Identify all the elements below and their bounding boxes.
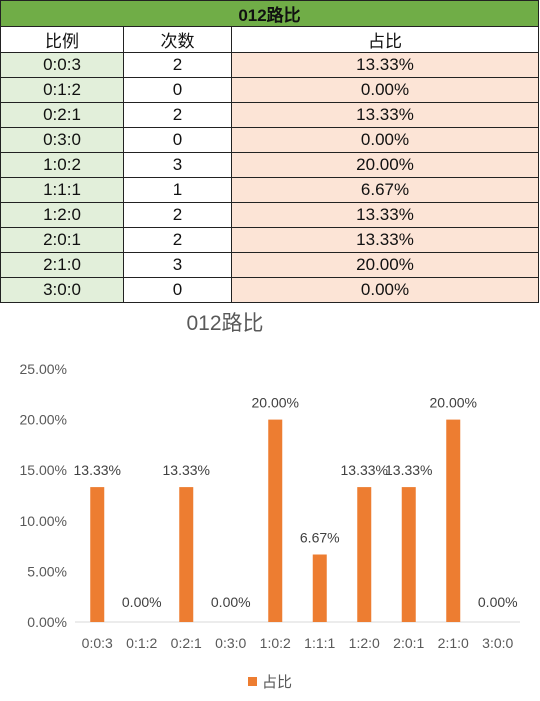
table-row: 1:1:1 1 6.67% <box>0 177 539 203</box>
pct-cell: 0.00% <box>231 127 539 153</box>
chart-title: 012路比 <box>186 312 263 335</box>
pct-cell: 13.33% <box>231 202 539 228</box>
table-row: 1:2:0 2 13.33% <box>0 202 539 228</box>
ratio-cell: 0:1:2 <box>0 77 124 103</box>
pct-cell: 0.00% <box>231 77 539 103</box>
bar <box>446 419 461 622</box>
count-cell: 0 <box>123 277 232 303</box>
table-row: 2:0:1 2 13.33% <box>0 227 539 253</box>
ratio-cell: 1:1:1 <box>0 177 124 203</box>
count-cell: 3 <box>123 152 232 178</box>
count-cell: 3 <box>123 252 232 278</box>
data-table: 012路比 比例 次数 占比 0:0:3 2 13.33% 0:1:2 0 0.00% 0:… <box>0 0 539 303</box>
x-tick-label: 0:2:1 <box>171 635 202 651</box>
data-label: 13.33% <box>385 462 432 478</box>
pct-cell: 20.00% <box>231 152 539 178</box>
count-cell: 1 <box>123 177 232 203</box>
table-title: 012路比 <box>0 0 539 27</box>
count-cell: 2 <box>123 227 232 253</box>
x-tick-label: 3:0:0 <box>482 635 513 651</box>
table-row: 2:1:0 3 20.00% <box>0 252 539 278</box>
ratio-cell: 0:0:3 <box>0 52 124 78</box>
y-tick-label: 10.00% <box>20 513 67 529</box>
data-label: 6.67% <box>300 529 340 545</box>
data-label: 0.00% <box>211 594 251 610</box>
x-tick-label: 2:0:1 <box>393 635 424 651</box>
table-row: 0:2:1 2 13.33% <box>0 102 539 128</box>
legend: 占比 <box>248 674 292 691</box>
table-row: 0:0:3 2 13.33% <box>0 52 539 78</box>
y-tick-label: 20.00% <box>20 412 67 428</box>
pct-cell: 20.00% <box>231 252 539 278</box>
legend-swatch <box>248 677 257 686</box>
table-row: 0:1:2 0 0.00% <box>0 77 539 103</box>
legend-label: 占比 <box>262 674 292 691</box>
ratio-cell: 2:0:1 <box>0 227 124 253</box>
y-tick-label: 15.00% <box>20 462 67 478</box>
table-row: 3:0:0 0 0.00% <box>0 277 539 303</box>
data-label: 13.33% <box>341 462 388 478</box>
data-label: 20.00% <box>252 395 299 411</box>
x-tick-label: 2:1:0 <box>438 635 469 651</box>
count-cell: 0 <box>123 127 232 153</box>
ratio-cell: 0:2:1 <box>0 102 124 128</box>
count-cell: 2 <box>123 202 232 228</box>
bar <box>179 487 194 622</box>
ratio-cell: 0:3:0 <box>0 127 124 153</box>
data-label: 20.00% <box>430 395 477 411</box>
pct-cell: 13.33% <box>231 102 539 128</box>
ratio-cell: 1:2:0 <box>0 202 124 228</box>
bar <box>90 487 105 622</box>
x-tick-label: 1:0:2 <box>260 635 291 651</box>
table-row: 1:0:2 3 20.00% <box>0 152 539 178</box>
data-label: 13.33% <box>163 462 210 478</box>
table-row: 0:3:0 0 0.00% <box>0 127 539 153</box>
pct-cell: 0.00% <box>231 277 539 303</box>
x-tick-label: 1:1:1 <box>304 635 335 651</box>
ratio-cell: 3:0:0 <box>0 277 124 303</box>
count-cell: 0 <box>123 77 232 103</box>
header-ratio: 比例 <box>0 26 124 53</box>
bar <box>312 554 327 622</box>
count-cell: 2 <box>123 52 232 78</box>
x-tick-label: 0:0:3 <box>82 635 113 651</box>
y-tick-label: 0.00% <box>27 614 67 630</box>
bar <box>401 487 416 622</box>
pct-cell: 13.33% <box>231 52 539 78</box>
pct-cell: 6.67% <box>231 177 539 203</box>
y-tick-label: 25.00% <box>20 361 67 377</box>
pct-cell: 13.33% <box>231 227 539 253</box>
header-count: 次数 <box>123 26 232 53</box>
data-label: 0.00% <box>478 594 518 610</box>
header-pct: 占比 <box>231 26 539 53</box>
ratio-cell: 1:0:2 <box>0 152 124 178</box>
bar <box>357 487 372 622</box>
data-label: 0.00% <box>122 594 162 610</box>
y-tick-label: 5.00% <box>27 563 67 579</box>
x-tick-label: 0:3:0 <box>215 635 246 651</box>
ratio-cell: 2:1:0 <box>0 252 124 278</box>
bar-chart: 012路比 0.00% 5.00% 10.00% 15.00% 20.00% 25.00%… <box>20 312 520 691</box>
count-cell: 2 <box>123 102 232 128</box>
x-tick-label: 0:1:2 <box>126 635 157 651</box>
data-label: 13.33% <box>74 462 121 478</box>
bar <box>268 419 283 622</box>
x-tick-label: 1:2:0 <box>349 635 380 651</box>
